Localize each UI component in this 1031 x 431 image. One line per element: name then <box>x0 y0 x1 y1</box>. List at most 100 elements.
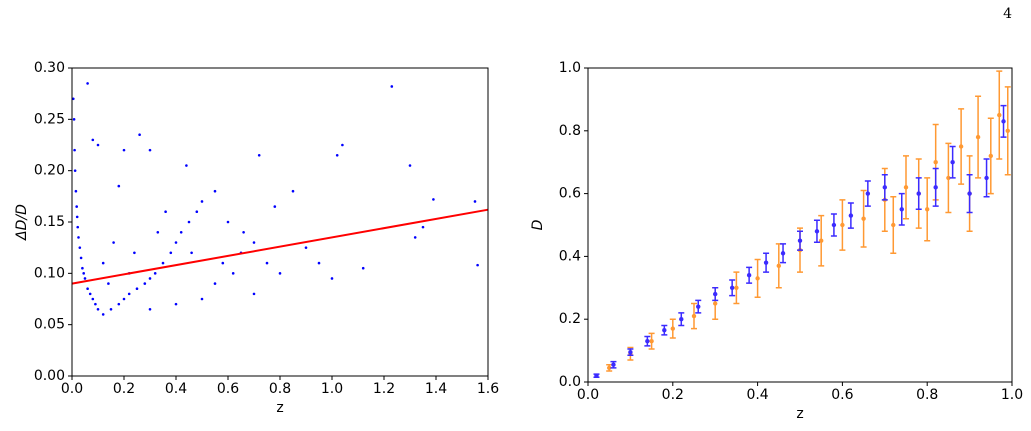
point <box>122 148 126 152</box>
point <box>213 282 217 285</box>
point <box>330 277 334 280</box>
point <box>74 189 78 193</box>
point <box>734 285 739 290</box>
point <box>200 297 204 301</box>
y-tick-label: 0.25 <box>34 111 65 127</box>
y-tick-label: 0.10 <box>34 265 65 281</box>
point <box>776 263 781 269</box>
point <box>75 215 79 219</box>
point <box>82 272 85 275</box>
point <box>713 291 718 297</box>
point <box>882 185 887 190</box>
point <box>413 236 417 239</box>
point <box>242 230 245 234</box>
axes-frame <box>587 67 1013 383</box>
point <box>73 148 76 152</box>
point <box>335 153 339 157</box>
y-tick-label: 0.2 <box>559 311 581 327</box>
y-tick-label: 1.0 <box>559 60 581 76</box>
point <box>341 143 344 147</box>
point <box>950 160 955 165</box>
y-tick-label: 0.4 <box>559 248 581 264</box>
point <box>221 261 225 265</box>
point <box>361 266 365 270</box>
point <box>101 313 105 316</box>
point <box>109 307 113 311</box>
point <box>94 302 97 306</box>
point <box>133 251 136 255</box>
y-tick-label: 0.00 <box>34 368 65 384</box>
point <box>611 362 616 367</box>
point <box>153 272 157 275</box>
point <box>161 261 165 265</box>
point <box>891 222 896 228</box>
point <box>148 148 152 152</box>
y-tick-label: 0.15 <box>34 214 65 230</box>
point <box>86 287 89 291</box>
point <box>848 213 854 218</box>
point <box>916 191 921 196</box>
point <box>903 185 909 190</box>
point <box>649 338 654 344</box>
point <box>117 302 121 306</box>
point <box>73 169 77 172</box>
point <box>628 349 633 355</box>
point <box>164 210 167 214</box>
point <box>83 277 87 280</box>
point <box>755 276 760 281</box>
point <box>226 220 230 224</box>
point <box>933 160 938 165</box>
point <box>840 222 845 228</box>
point <box>679 317 684 322</box>
y-tick-label: 0.20 <box>34 163 65 179</box>
point <box>946 175 951 181</box>
point <box>143 282 147 285</box>
x-tick-label: 0.6 <box>831 387 853 403</box>
point <box>213 189 217 193</box>
point <box>797 238 803 243</box>
x-tick-label: 1.0 <box>1001 387 1023 403</box>
point <box>169 251 173 255</box>
point <box>174 241 178 244</box>
y-tick-label: 0.8 <box>559 123 581 139</box>
point <box>819 238 824 243</box>
x-tick-label: 0.8 <box>916 387 938 403</box>
x-tick-label: 0.2 <box>113 381 135 397</box>
page-number: 4 <box>1003 6 1012 22</box>
point <box>138 133 141 137</box>
point <box>252 292 256 296</box>
point <box>780 251 786 256</box>
point <box>257 153 261 157</box>
point <box>696 304 701 309</box>
point <box>291 189 295 193</box>
point <box>278 272 282 275</box>
point <box>148 307 152 311</box>
point <box>96 143 100 147</box>
point <box>729 285 735 290</box>
point <box>933 185 938 190</box>
point <box>135 287 139 291</box>
point <box>117 184 121 188</box>
point <box>122 297 126 301</box>
point <box>691 313 697 319</box>
point <box>81 266 84 270</box>
x-tick-label: 0.0 <box>61 381 83 397</box>
x-tick-label: 0.8 <box>269 381 291 397</box>
point <box>408 164 412 167</box>
point <box>645 338 650 344</box>
y-axis-label: ΔD/D <box>14 204 30 241</box>
point <box>1001 119 1006 124</box>
x-axis-label: z <box>796 406 803 422</box>
point <box>86 82 89 85</box>
x-tick-label: 0.4 <box>165 381 187 397</box>
x-tick-label: 1.0 <box>321 381 343 397</box>
point <box>231 272 235 275</box>
point <box>88 292 92 296</box>
point <box>72 118 76 121</box>
point <box>187 220 191 224</box>
point <box>127 292 131 296</box>
point <box>91 297 95 301</box>
point <box>925 207 930 212</box>
x-axis-label: z <box>276 400 283 416</box>
